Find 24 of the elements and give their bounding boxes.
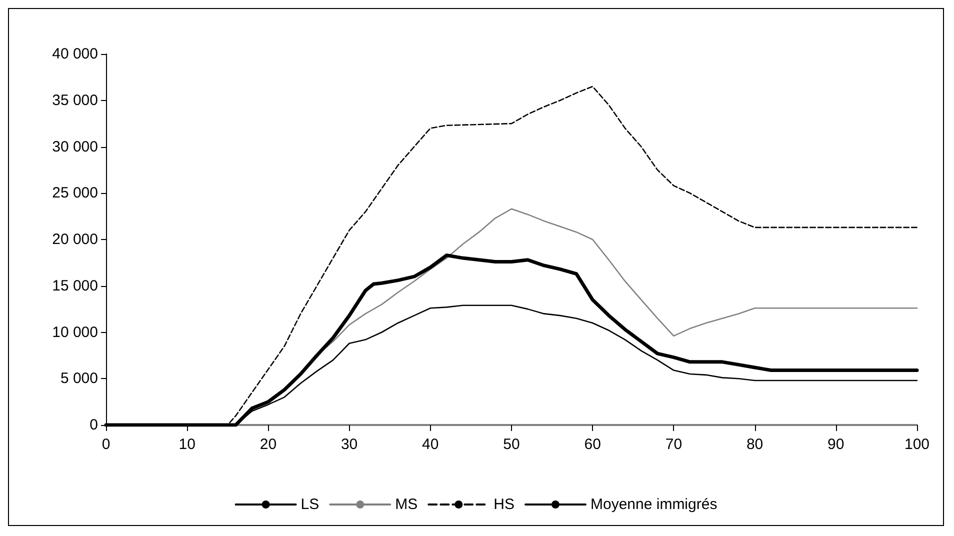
y-tick-label: 0: [90, 416, 98, 434]
x-tick-label: 50: [503, 436, 520, 453]
y-tick-label: 20 000: [52, 231, 98, 248]
x-tick-label: 80: [746, 436, 764, 453]
x-tick-label: 70: [665, 436, 682, 453]
x-tick-label: 10: [178, 436, 196, 453]
legend-label: LS: [300, 496, 320, 513]
x-tick-label: 100: [904, 436, 930, 453]
y-tick-label: 40 000: [52, 46, 98, 62]
y-tick-label: 30 000: [52, 138, 98, 156]
x-tick-label: 40: [422, 436, 439, 453]
x-tick-label: 30: [340, 436, 358, 453]
x-tick-label: 90: [828, 436, 844, 453]
legend-label: HS: [494, 496, 514, 513]
x-tick-label: 0: [102, 436, 110, 453]
y-tick-label: 35 000: [52, 92, 98, 109]
legend-label: MS: [395, 496, 418, 513]
y-tick-label: 10 000: [52, 324, 98, 341]
y-tick-label: 15 000: [52, 277, 98, 294]
y-tick-label: 5 000: [60, 370, 98, 388]
y-tick-label: 25 000: [52, 184, 98, 202]
legend-label: Moyenne immigrés: [590, 496, 718, 513]
x-tick-label: 60: [584, 436, 601, 453]
x-tick-label: 20: [260, 436, 277, 453]
